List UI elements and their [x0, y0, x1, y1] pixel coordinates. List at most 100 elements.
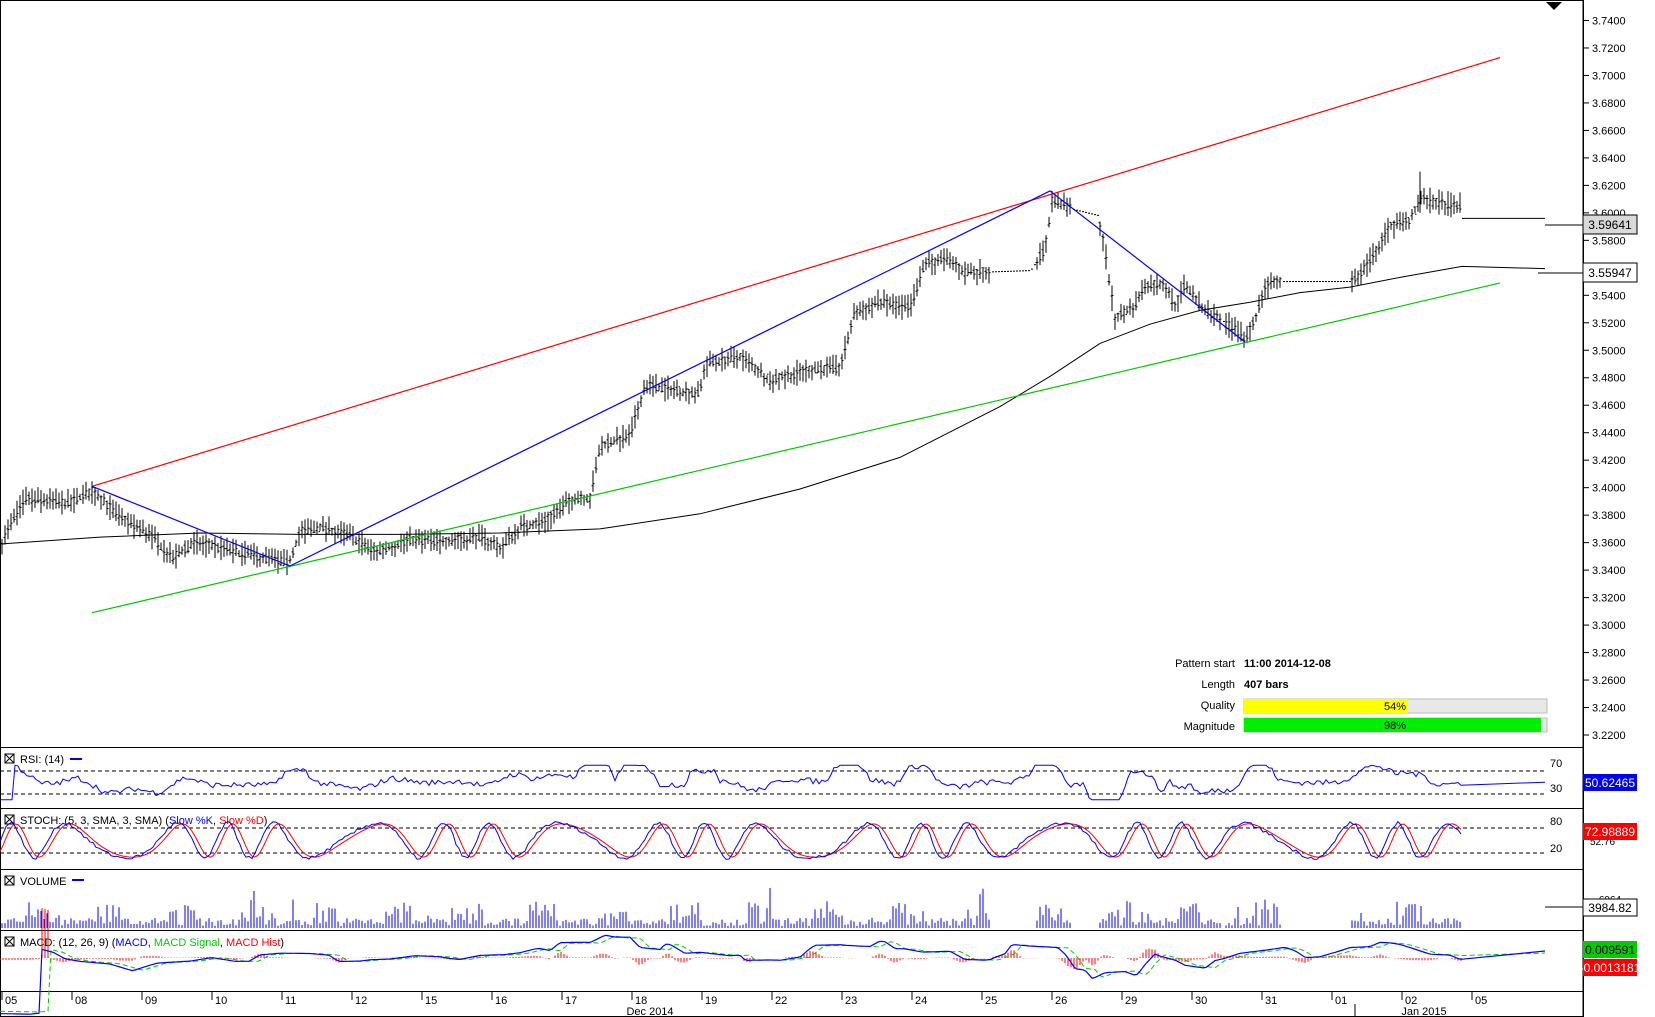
month-label: Jan 2015	[1401, 1006, 1446, 1017]
price-tick-label: 3.4600	[1592, 400, 1626, 412]
volume-value-box	[1582, 898, 1638, 917]
quality-value: 54%	[1384, 701, 1406, 713]
main-price-panel	[0, 57, 1546, 614]
macd-value-label: 0.009591	[1585, 943, 1635, 957]
price-tick-label: 3.3400	[1592, 565, 1626, 577]
day-label: 05	[1475, 995, 1487, 1007]
price-tick-label: 3.4400	[1592, 428, 1626, 440]
day-label: 25	[985, 995, 997, 1007]
pattern-start-value: 11:00 2014-12-08	[1244, 658, 1331, 670]
magnitude-bar-fill	[1244, 718, 1541, 732]
price-tick-label: 3.4200	[1592, 455, 1626, 467]
magnitude-label: Magnitude	[1184, 721, 1235, 733]
length-label: Length	[1201, 679, 1235, 691]
price-tick-label: 3.5400	[1592, 290, 1626, 302]
last-price-label: 3.59641	[1588, 218, 1632, 232]
day-label: 11	[285, 995, 296, 1007]
price-tick-label: 3.5200	[1592, 318, 1626, 330]
rsi-value-box	[1583, 774, 1637, 791]
stoch-slow-d-line	[0, 823, 1462, 858]
day-label: 02	[1405, 995, 1417, 1007]
day-label: 15	[425, 995, 437, 1007]
magnitude-value: 98%	[1384, 720, 1406, 732]
day-label: 24	[915, 995, 927, 1007]
day-label: 16	[495, 995, 507, 1007]
price-tick-label: 3.4800	[1592, 373, 1626, 385]
day-label: 09	[145, 995, 157, 1007]
price-tick-label: 3.2400	[1592, 703, 1626, 715]
macd-panel: MACD: (12, 26, 9) (MACD, MACD Signal, MA…	[0, 908, 1641, 1015]
pattern-info: Pattern start 11:00 2014-12-08 Length 40…	[1175, 658, 1548, 733]
stoch-slow-k-line	[0, 820, 1462, 860]
volume-value-label: 3984.82	[1588, 901, 1632, 915]
day-label: 05	[5, 995, 17, 1007]
price-tick-label: 3.7400	[1592, 15, 1626, 27]
macd-title: MACD: (12, 26, 9) (MACD, MACD Signal, MA…	[20, 937, 284, 949]
volume-bars	[1, 887, 1461, 928]
macd-close-icon-cross	[4, 936, 15, 947]
price-tick-label: 3.3800	[1592, 510, 1626, 522]
rsi-level-70-label: 70	[1550, 758, 1562, 770]
chart-border	[0, 0, 1584, 1017]
price-bars	[0, 171, 1545, 576]
resistance-trendline	[91, 57, 1501, 487]
price-tick-label: 3.3600	[1592, 538, 1626, 550]
price-tick-label: 3.5800	[1592, 235, 1626, 247]
price-axis: 3.7400 3.7200 3.7000 3.6800 3.6600 3.6400 3.62…	[1583, 15, 1626, 742]
support-trendline	[91, 282, 1501, 614]
quality-bar-fill	[1244, 699, 1408, 713]
price-tick-label: 3.7000	[1592, 70, 1626, 82]
day-label: 23	[845, 995, 857, 1007]
pattern-start-label: Pattern start	[1175, 658, 1235, 670]
month-label: Dec 2014	[626, 1006, 673, 1017]
rsi-panel: RSI: (14) 70 30 50.62465	[0, 753, 1637, 801]
rsi-close-icon-cross	[4, 753, 15, 764]
rsi-line	[0, 764, 1546, 801]
price-tick-label: 3.2200	[1592, 730, 1626, 742]
price-tick-label: 3.5000	[1592, 345, 1626, 357]
rsi-value-label: 50.62465	[1585, 776, 1635, 790]
pattern-legs	[91, 190, 1246, 567]
day-label: 22	[775, 995, 787, 1007]
length-value: 407 bars	[1244, 679, 1289, 691]
day-label: 17	[565, 995, 577, 1007]
macd-hist-value-box	[1583, 959, 1637, 976]
volume-title: VOLUME	[20, 876, 66, 888]
chart-menu-icon[interactable]	[1546, 2, 1562, 10]
stoch-hidden-label: 52.76	[1590, 837, 1615, 848]
sma-price-label: 3.55947	[1588, 266, 1632, 280]
time-axis: 05 08 09 10 11 12 15 16 17 18 19 22 23 24 25 26 29 30 31 01…	[1, 992, 1487, 1017]
day-label: 01	[1335, 995, 1347, 1007]
last-price-box	[1582, 214, 1638, 235]
day-label: 19	[705, 995, 717, 1007]
price-tick-label: 3.4000	[1592, 483, 1626, 495]
day-label: 26	[1055, 995, 1067, 1007]
rsi-title: RSI: (14)	[20, 754, 64, 766]
macd-line	[0, 934, 1546, 1015]
day-label: 10	[215, 995, 227, 1007]
volume-panel: VOLUME 6964 3984.82	[1, 875, 1638, 928]
macd-hist-value-label: -0.0013181	[1580, 961, 1641, 975]
price-tick-label: 3.6600	[1592, 125, 1626, 137]
price-tick-label: 3.6200	[1592, 180, 1626, 192]
day-label: 08	[75, 995, 87, 1007]
macd-value-box	[1583, 941, 1637, 958]
volume-close-icon-cross	[4, 875, 15, 886]
price-tick-label: 3.2600	[1592, 675, 1626, 687]
stoch-level-20-label: 20	[1550, 843, 1562, 855]
quality-label: Quality	[1201, 700, 1236, 712]
stoch-value-label: 72.98889	[1585, 825, 1635, 839]
price-tick-label: 3.3000	[1592, 620, 1626, 632]
stoch-level-80-label: 80	[1550, 816, 1562, 828]
day-label: 12	[355, 995, 367, 1007]
stoch-panel: STOCH: (5, 3, SMA, 3, SMA) (Slow %K, Slo…	[0, 814, 1637, 860]
price-tick-label: 3.6400	[1592, 153, 1626, 165]
stoch-title: STOCH: (5, 3, SMA, 3, SMA) (Slow %K, Slo…	[20, 815, 267, 827]
price-tick-label: 3.2800	[1592, 648, 1626, 660]
day-label: 29	[1125, 995, 1137, 1007]
day-label: 31	[1265, 995, 1277, 1007]
price-tick-label: 3.3200	[1592, 593, 1626, 605]
rsi-level-30-label: 30	[1550, 783, 1562, 795]
